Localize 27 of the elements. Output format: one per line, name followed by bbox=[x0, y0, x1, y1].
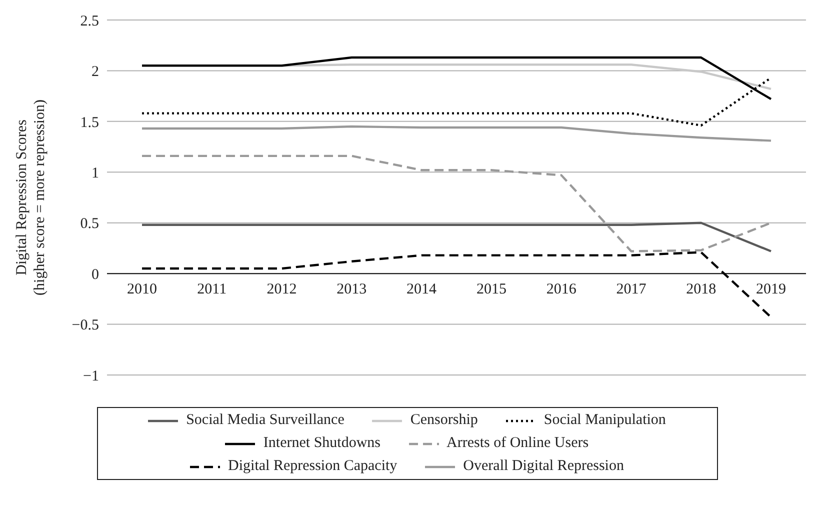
x-tick-label: 2014 bbox=[406, 282, 438, 298]
legend-label: Censorship bbox=[410, 412, 478, 429]
y-axis-title: Digital Repression Scores (higher score = more repression) bbox=[14, 100, 48, 296]
y-tick-label: 0.5 bbox=[80, 216, 99, 232]
y-tick-label: −1 bbox=[83, 368, 99, 384]
y-tick-label: −0.5 bbox=[72, 318, 99, 334]
y-tick-label: 0 bbox=[92, 266, 99, 283]
x-tick-label: 2016 bbox=[546, 282, 577, 298]
x-tick-label: 2010 bbox=[127, 282, 157, 298]
legend-label: Digital Repression Capacity bbox=[228, 458, 398, 475]
x-tick-label: 2015 bbox=[476, 282, 506, 298]
legend-label: Internet Shutdowns bbox=[263, 435, 380, 452]
x-tick-label: 2012 bbox=[266, 282, 297, 298]
x-tick-label: 2018 bbox=[686, 282, 716, 298]
legend-label: Social Media Surveillance bbox=[186, 412, 344, 429]
line-series bbox=[140, 125, 772, 142]
legend-label: Arrests of Online Users bbox=[446, 435, 589, 452]
legend-label: Social Manipulation bbox=[544, 412, 666, 429]
x-tick-label: 2013 bbox=[336, 282, 367, 298]
x-tick-label: 2019 bbox=[756, 282, 786, 298]
y-tick-label: 2 bbox=[92, 64, 99, 80]
y-tick-label: 2.5 bbox=[80, 13, 99, 30]
x-tick-label: 2017 bbox=[616, 282, 647, 298]
legend-label: Overall Digital Repression bbox=[463, 458, 624, 475]
x-tick-label: 2011 bbox=[197, 282, 227, 298]
y-tick-label: 1.5 bbox=[80, 114, 99, 131]
y-tick-label: 1 bbox=[92, 165, 99, 182]
